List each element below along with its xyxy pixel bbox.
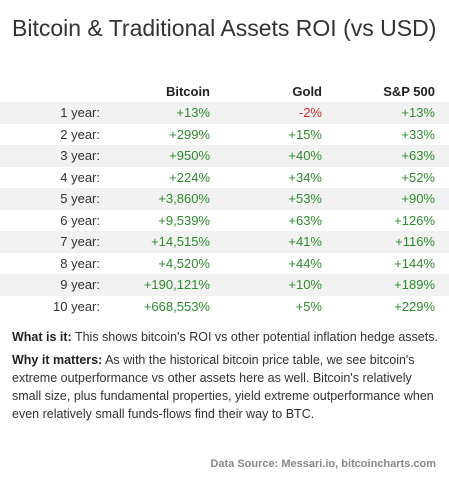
- gold-value: +40%: [288, 148, 322, 164]
- sp500-value: +63%: [401, 148, 435, 164]
- table-row: 6 year: +9,539% +63% +126%: [0, 210, 449, 232]
- bitcoin-value: +950%: [169, 148, 210, 164]
- bitcoin-value: +14,515%: [151, 234, 210, 250]
- sp500-value: +13%: [401, 105, 435, 121]
- gold-value: +44%: [288, 255, 322, 271]
- what-is-it: What is it: This shows bitcoin's ROI vs …: [12, 328, 439, 346]
- row-label: 6 year:: [60, 212, 100, 228]
- bitcoin-value: +4,520%: [158, 255, 210, 271]
- bitcoin-value: +13%: [176, 105, 210, 121]
- gold-value: +63%: [288, 212, 322, 228]
- sp500-value: +33%: [401, 126, 435, 142]
- row-label: 10 year:: [53, 298, 100, 314]
- header-gold: Gold: [292, 83, 322, 99]
- notes: What is it: This shows bitcoin's ROI vs …: [12, 328, 439, 428]
- row-label: 8 year:: [60, 255, 100, 271]
- bitcoin-value: +9,539%: [158, 212, 210, 228]
- gold-value: -2%: [298, 105, 322, 121]
- why-label: Why it matters:: [12, 353, 103, 367]
- row-label: 3 year:: [60, 148, 100, 164]
- sp500-value: +116%: [395, 234, 435, 250]
- header-sp500: S&P 500: [383, 83, 435, 99]
- table-row: 4 year: +224% +34% +52%: [0, 167, 449, 189]
- sp500-value: +229%: [394, 298, 435, 314]
- row-label: 2 year:: [60, 126, 100, 142]
- data-source: Data Source: Messari.io, bitcoincharts.c…: [210, 458, 436, 470]
- row-label: 5 year:: [60, 191, 100, 207]
- bitcoin-value: +299%: [169, 126, 210, 142]
- row-label: 1 year:: [60, 105, 100, 121]
- gold-value: +41%: [288, 234, 322, 250]
- sp500-value: +90%: [401, 191, 435, 207]
- gold-value: +10%: [288, 277, 322, 293]
- sp500-value: +144%: [394, 255, 435, 271]
- gold-value: +15%: [288, 126, 322, 142]
- bitcoin-value: +190,121%: [143, 277, 210, 293]
- why-text: As with the historical bitcoin price tab…: [12, 353, 434, 421]
- header-bitcoin: Bitcoin: [165, 83, 210, 99]
- sp500-value: +126%: [394, 212, 435, 228]
- table-row: 10 year: +668,553% +5% +229%: [0, 296, 449, 318]
- table-row: 1 year: +13% -2% +13%: [0, 102, 449, 124]
- table-row: 2 year: +299% +15% +33%: [0, 124, 449, 146]
- table-row: 7 year: +14,515% +41% +116%: [0, 231, 449, 253]
- header-label: [0, 80, 100, 102]
- what-label: What is it:: [12, 330, 72, 344]
- table-row: 8 year: +4,520% +44% +144%: [0, 253, 449, 275]
- sp500-value: +189%: [394, 277, 435, 293]
- table-row: 3 year: +950% +40% +63%: [0, 145, 449, 167]
- row-label: 4 year:: [60, 169, 100, 185]
- row-label: 7 year:: [60, 234, 100, 250]
- gold-value: +5%: [295, 298, 322, 314]
- bitcoin-value: +668,553%: [143, 298, 210, 314]
- table-row: 9 year: +190,121% +10% +189%: [0, 274, 449, 296]
- gold-value: +34%: [288, 169, 322, 185]
- bitcoin-value: +3,860%: [158, 191, 210, 207]
- table-header-row: Bitcoin Gold S&P 500: [0, 80, 449, 102]
- roi-table: Bitcoin Gold S&P 500 1 year: +13% -2% +13% 2…: [0, 80, 449, 317]
- page-title: Bitcoin & Traditional Assets ROI (vs USD…: [12, 15, 437, 41]
- why-it-matters: Why it matters: As with the historical b…: [12, 351, 439, 423]
- bitcoin-value: +224%: [169, 169, 210, 185]
- sp500-value: +52%: [401, 169, 435, 185]
- row-label: 9 year:: [60, 277, 100, 293]
- table-body: 1 year: +13% -2% +13% 2 year: +299% +15% +33% 3 …: [0, 102, 449, 317]
- gold-value: +53%: [288, 191, 322, 207]
- what-text: This shows bitcoin's ROI vs other potent…: [71, 330, 438, 344]
- table-row: 5 year: +3,860% +53% +90%: [0, 188, 449, 210]
